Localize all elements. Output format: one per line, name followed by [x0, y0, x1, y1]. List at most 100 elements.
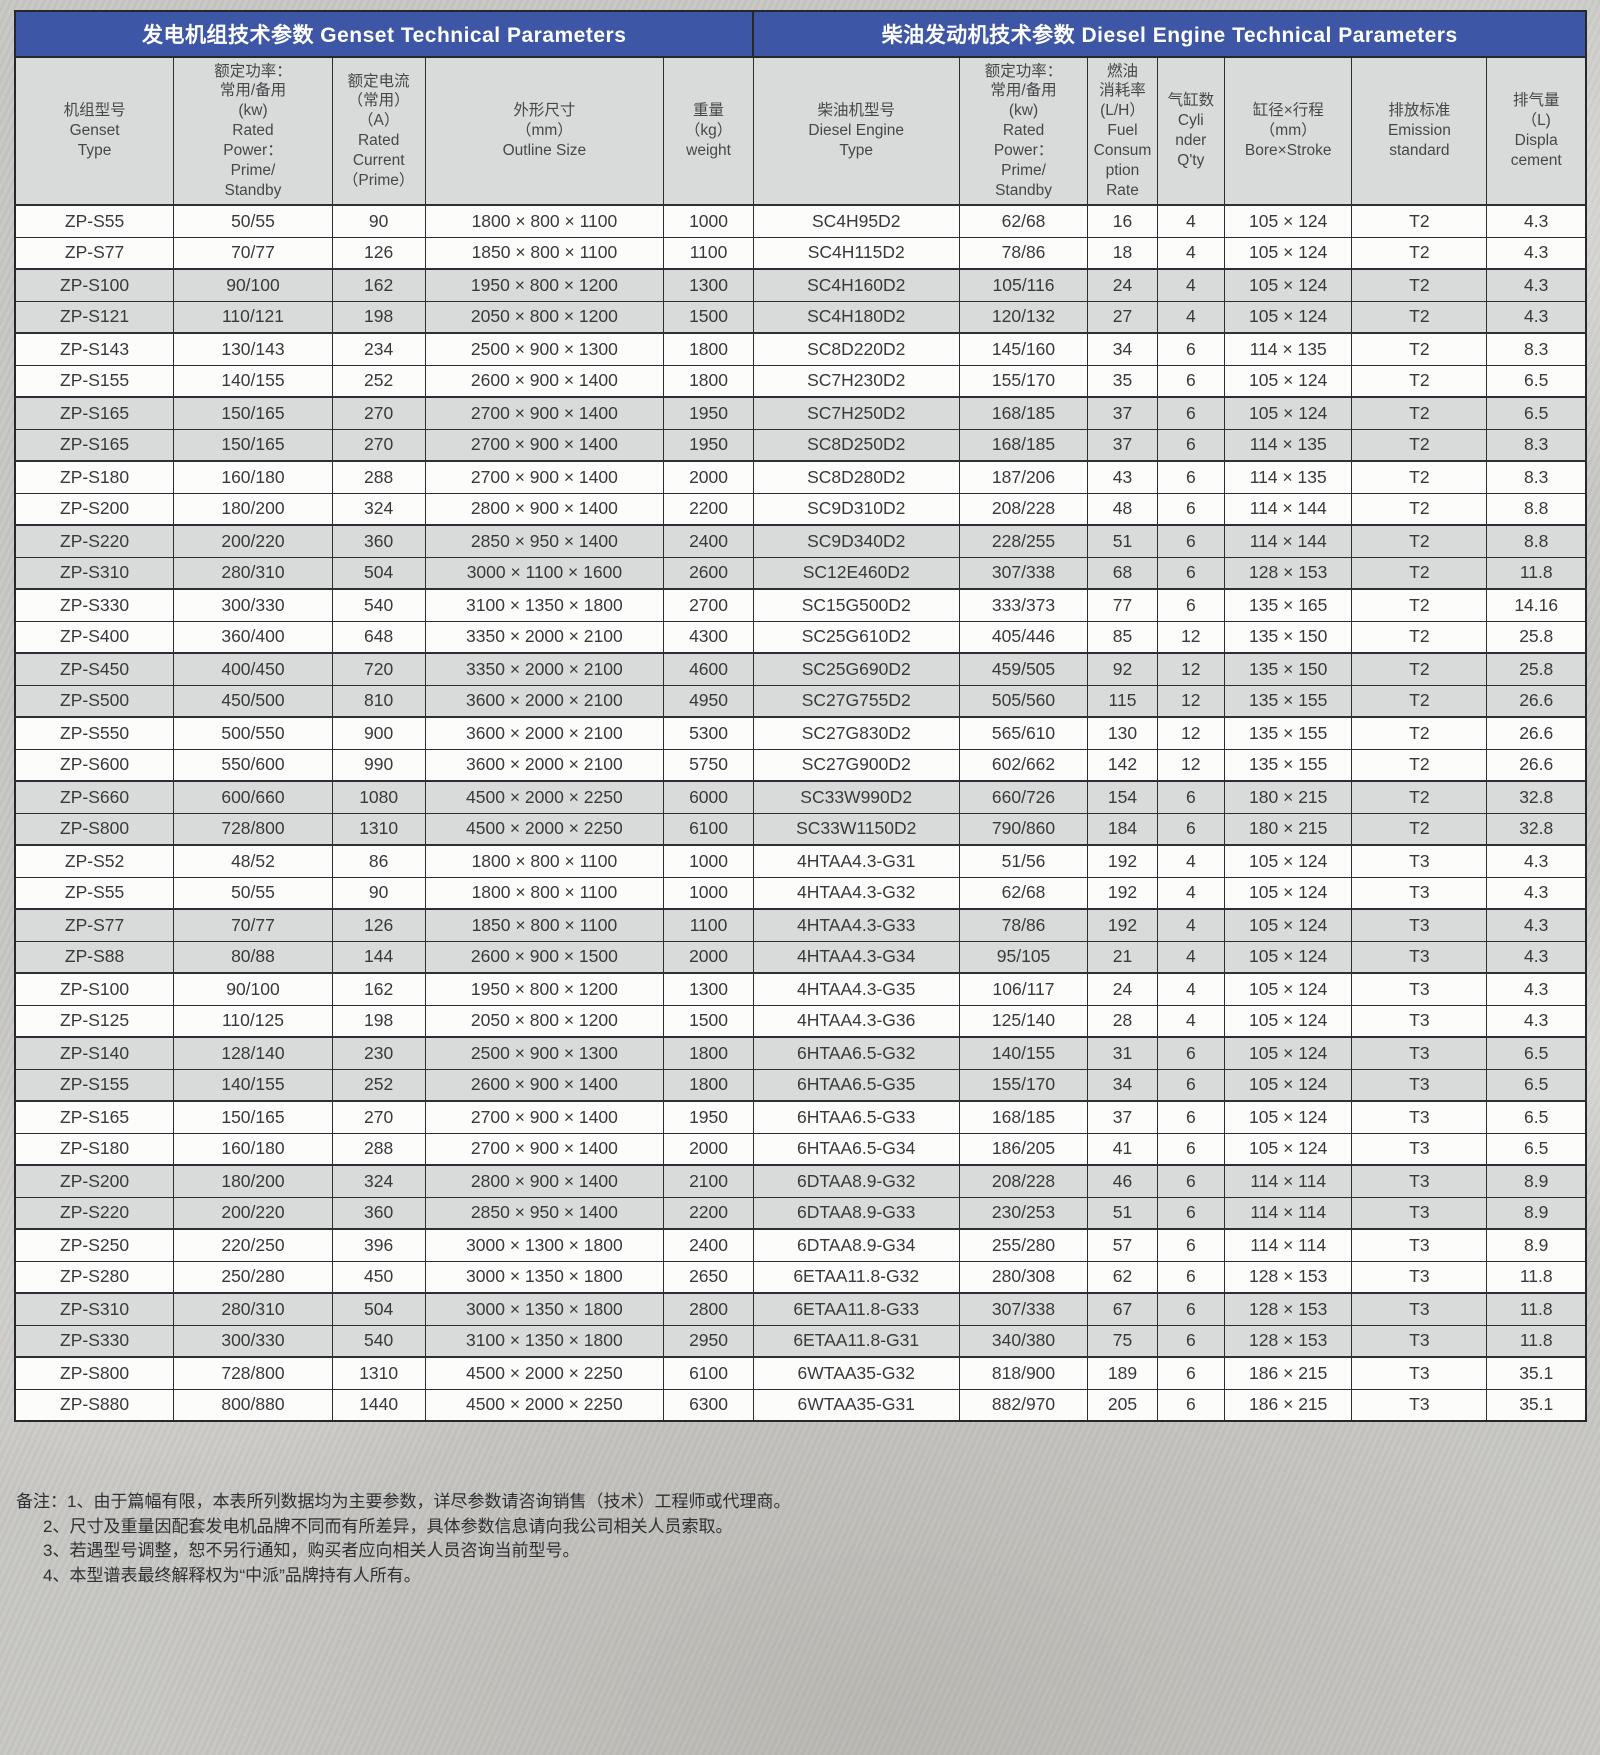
cell-fuel-consumption: 189	[1087, 1356, 1158, 1390]
cell-fuel-consumption: 48	[1087, 492, 1158, 526]
cell-displacement: 6.5	[1486, 1036, 1587, 1070]
cell-weight: 6100	[663, 812, 754, 846]
cell-weight: 1800	[663, 364, 754, 398]
cell-engine-type: SC12E460D2	[752, 556, 960, 590]
cell-displacement: 6.5	[1486, 1100, 1587, 1134]
cell-genset-type: ZP-S121	[14, 300, 175, 334]
cell-bore-stroke: 105 × 124	[1224, 908, 1353, 942]
cell-cylinder-qty: 6	[1156, 780, 1226, 814]
cell-engine-type: SC27G755D2	[752, 684, 960, 718]
cell-bore-stroke: 186 × 215	[1224, 1356, 1353, 1390]
cell-displacement: 26.6	[1486, 716, 1587, 750]
cell-bore-stroke: 135 × 155	[1224, 716, 1353, 750]
cell-cylinder-qty: 4	[1156, 844, 1226, 878]
cell-fuel-consumption: 37	[1087, 428, 1158, 462]
cell-emission-standard: T3	[1351, 876, 1488, 910]
cell-rated-current: 252	[331, 1068, 426, 1102]
spec-table-body: ZP-S55 50/55 90 1800 × 800 × 1100 1000 SC4H95…	[14, 204, 1587, 1422]
cell-genset-type: ZP-S55	[14, 204, 175, 238]
cell-fuel-consumption: 184	[1087, 812, 1158, 846]
cell-emission-standard: T2	[1351, 460, 1488, 494]
cell-displacement: 6.5	[1486, 396, 1587, 430]
column-header-genset-rated-power: 额定功率： 常用/备用 (kw) Rated Power： Prime/ Sta…	[173, 56, 333, 206]
cell-engine-rated-power: 818/900	[958, 1356, 1089, 1390]
cell-rated-current: 360	[331, 1196, 426, 1230]
cell-outline-size: 2600 × 900 × 1500	[424, 940, 665, 974]
cell-bore-stroke: 114 × 144	[1224, 524, 1353, 558]
cell-fuel-consumption: 37	[1087, 396, 1158, 430]
table-row: ZP-S330 300/330 540 3100 × 1350 × 1800 2700 S…	[14, 588, 1587, 622]
cell-engine-type: SC15G500D2	[752, 588, 960, 622]
cell-engine-rated-power: 208/228	[958, 492, 1089, 526]
cell-cylinder-qty: 6	[1156, 1356, 1226, 1390]
cell-displacement: 8.8	[1486, 492, 1587, 526]
table-row: ZP-S310 280/310 504 3000 × 1350 × 1800 2800 6…	[14, 1292, 1587, 1326]
cell-bore-stroke: 105 × 124	[1224, 300, 1353, 334]
cell-engine-rated-power: 168/185	[958, 1100, 1089, 1134]
cell-bore-stroke: 105 × 124	[1224, 396, 1353, 430]
cell-weight: 1500	[663, 1004, 754, 1038]
cell-displacement: 4.3	[1486, 300, 1587, 334]
column-header-engine-type: 柴油机型号 Diesel Engine Type	[752, 56, 960, 206]
cell-cylinder-qty: 4	[1156, 268, 1226, 302]
cell-displacement: 25.8	[1486, 620, 1587, 654]
cell-cylinder-qty: 6	[1156, 1036, 1226, 1070]
table-row: ZP-S165 150/165 270 2700 × 900 × 1400 1950 SC…	[14, 396, 1587, 430]
cell-weight: 2700	[663, 588, 754, 622]
cell-fuel-consumption: 75	[1087, 1324, 1158, 1358]
cell-genset-rated-power: 150/165	[173, 396, 333, 430]
cell-rated-current: 288	[331, 1132, 426, 1166]
cell-displacement: 8.3	[1486, 428, 1587, 462]
cell-engine-rated-power: 168/185	[958, 396, 1089, 430]
cell-emission-standard: T3	[1351, 1164, 1488, 1198]
cell-outline-size: 1800 × 800 × 1100	[424, 876, 665, 910]
cell-engine-type: SC8D280D2	[752, 460, 960, 494]
table-row: ZP-S121 110/121 198 2050 × 800 × 1200 1500 SC…	[14, 300, 1587, 334]
cell-bore-stroke: 135 × 165	[1224, 588, 1353, 622]
cell-genset-rated-power: 300/330	[173, 588, 333, 622]
cell-engine-type: 4HTAA4.3-G35	[752, 972, 960, 1006]
cell-fuel-consumption: 192	[1087, 908, 1158, 942]
cell-bore-stroke: 105 × 124	[1224, 236, 1353, 270]
cell-rated-current: 144	[331, 940, 426, 974]
footnote-4: 4、本型谱表最终解释权为“中派”品牌持有人所有。	[43, 1565, 421, 1585]
cell-bore-stroke: 135 × 150	[1224, 652, 1353, 686]
cell-rated-current: 504	[331, 556, 426, 590]
cell-rated-current: 990	[331, 748, 426, 782]
cell-genset-rated-power: 110/121	[173, 300, 333, 334]
cell-engine-rated-power: 168/185	[958, 428, 1089, 462]
cell-displacement: 26.6	[1486, 684, 1587, 718]
cell-genset-rated-power: 220/250	[173, 1228, 333, 1262]
cell-engine-type: SC33W990D2	[752, 780, 960, 814]
cell-genset-type: ZP-S800	[14, 812, 175, 846]
table-row: ZP-S100 90/100 162 1950 × 800 × 1200 1300 4HT…	[14, 972, 1587, 1006]
cell-displacement: 4.3	[1486, 908, 1587, 942]
cell-cylinder-qty: 6	[1156, 428, 1226, 462]
cell-outline-size: 3000 × 1300 × 1800	[424, 1228, 665, 1262]
cell-engine-rated-power: 62/68	[958, 876, 1089, 910]
cell-cylinder-qty: 4	[1156, 1004, 1226, 1038]
table-row: ZP-S450 400/450 720 3350 × 2000 × 2100 4600 S…	[14, 652, 1587, 686]
cell-genset-type: ZP-S88	[14, 940, 175, 974]
cell-outline-size: 2700 × 900 × 1400	[424, 396, 665, 430]
table-row: ZP-S165 150/165 270 2700 × 900 × 1400 1950 6H…	[14, 1100, 1587, 1134]
cell-weight: 1100	[663, 236, 754, 270]
cell-cylinder-qty: 6	[1156, 1164, 1226, 1198]
cell-displacement: 6.5	[1486, 1132, 1587, 1166]
cell-outline-size: 4500 × 2000 × 2250	[424, 1388, 665, 1422]
cell-weight: 2200	[663, 1196, 754, 1230]
cell-engine-type: SC9D310D2	[752, 492, 960, 526]
cell-outline-size: 3350 × 2000 × 2100	[424, 652, 665, 686]
cell-cylinder-qty: 6	[1156, 812, 1226, 846]
cell-cylinder-qty: 4	[1156, 908, 1226, 942]
table-row: ZP-S200 180/200 324 2800 × 900 × 1400 2200 SC…	[14, 492, 1587, 526]
cell-cylinder-qty: 6	[1156, 1068, 1226, 1102]
cell-engine-type: SC7H250D2	[752, 396, 960, 430]
cell-emission-standard: T2	[1351, 780, 1488, 814]
cell-displacement: 14.16	[1486, 588, 1587, 622]
cell-bore-stroke: 105 × 124	[1224, 268, 1353, 302]
cell-engine-rated-power: 155/170	[958, 1068, 1089, 1102]
table-row: ZP-S100 90/100 162 1950 × 800 × 1200 1300 SC4…	[14, 268, 1587, 302]
cell-weight: 2600	[663, 556, 754, 590]
column-header-rated-current: 额定电流 （常用） （A） Rated Current （Prime）	[331, 56, 426, 206]
